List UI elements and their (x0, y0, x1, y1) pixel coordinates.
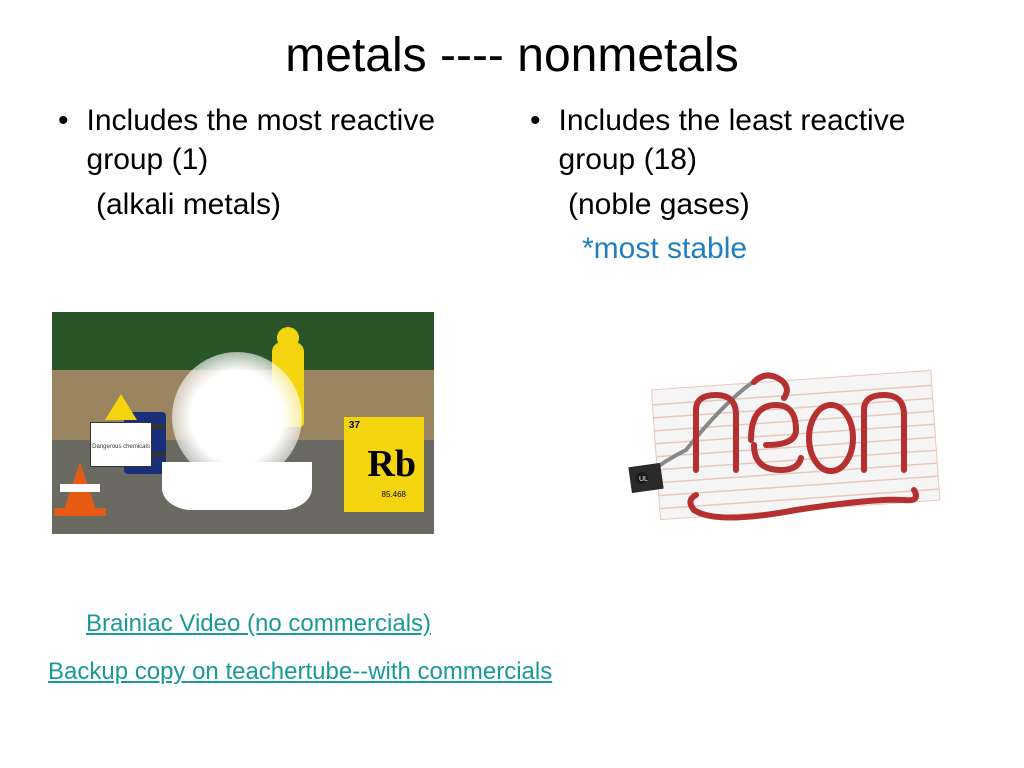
metals-bullet: Includes the most reactive group (1) (50, 101, 502, 179)
most-stable-note: *most stable (582, 232, 974, 266)
metals-column: Includes the most reactive group (1) (al… (50, 101, 502, 266)
neon-sign-graphic: UL (626, 350, 966, 550)
brainiac-video-link[interactable]: Brainiac Video (no commercials) (86, 610, 431, 638)
cone-base (54, 508, 106, 516)
element-number: 37 (349, 420, 360, 431)
warning-sign-text: Dangerous chemicals (92, 444, 150, 450)
rubidium-experiment-photo: Dangerous chemicals 37 Rb 85.468 (52, 312, 434, 534)
warning-triangle-icon (105, 394, 137, 420)
slide-title: metals ---- nonmetals (0, 0, 1024, 101)
nonmetals-bullet: Includes the least reactive group (18) (522, 101, 974, 179)
metals-subtext: (alkali metals) (96, 185, 502, 224)
explosion-icon (172, 352, 302, 482)
nonmetals-column: Includes the least reactive group (18) (… (522, 101, 974, 266)
content-columns: Includes the most reactive group (1) (al… (0, 101, 1024, 266)
cone-band (60, 484, 100, 492)
element-symbol: Rb (367, 442, 416, 486)
teachertube-backup-link[interactable]: Backup copy on teachertube--with commerc… (48, 658, 552, 686)
svg-text:UL: UL (639, 476, 648, 483)
element-small-text: 85.468 (382, 490, 406, 499)
nonmetals-subtext: (noble gases) (568, 185, 974, 224)
metals-bullet-text: Includes the most reactive group (1) (87, 101, 502, 179)
nonmetals-bullet-text: Includes the least reactive group (18) (559, 101, 974, 179)
